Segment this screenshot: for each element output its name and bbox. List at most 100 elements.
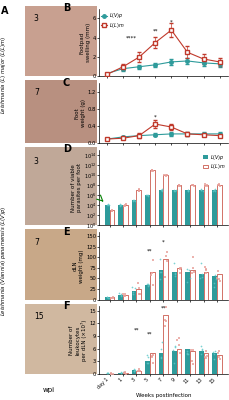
Point <box>190 182 194 188</box>
Point <box>109 294 113 301</box>
Point <box>185 188 189 194</box>
Point <box>159 339 163 345</box>
Point <box>185 351 189 358</box>
Point <box>105 294 109 301</box>
Point <box>137 188 141 194</box>
Point <box>202 354 206 361</box>
Point <box>164 249 168 255</box>
Point <box>106 201 109 207</box>
Text: *: * <box>153 115 156 120</box>
Text: D: D <box>63 144 71 154</box>
Point <box>105 370 109 376</box>
Point <box>159 346 163 353</box>
Point <box>163 253 167 259</box>
Point <box>158 269 162 276</box>
Point <box>123 202 126 209</box>
Point <box>110 208 114 215</box>
Point <box>215 182 219 188</box>
Point <box>111 370 115 377</box>
Text: C: C <box>63 78 70 88</box>
Point <box>185 266 188 273</box>
Point <box>212 272 216 278</box>
Point <box>211 187 215 193</box>
Point <box>215 274 218 281</box>
Point <box>150 352 154 359</box>
Point <box>137 285 141 291</box>
Bar <box>176 185 181 400</box>
Point <box>149 354 153 360</box>
Point <box>211 280 215 286</box>
Bar <box>158 270 163 300</box>
Point <box>150 168 154 174</box>
Point <box>132 366 136 373</box>
Point <box>217 276 220 282</box>
Point <box>197 275 201 282</box>
Point <box>136 290 140 297</box>
Point <box>119 369 123 376</box>
Point <box>136 186 140 193</box>
Point <box>203 266 207 273</box>
Point <box>145 283 149 289</box>
Text: $\it{Leishmania}$ ($\it{L}$) $\it{major}$ ($\it{L(L)m}$): $\it{Leishmania}$ ($\it{L}$) $\it{major}… <box>0 36 8 114</box>
Point <box>185 350 188 356</box>
Bar <box>203 185 207 400</box>
Point <box>199 274 203 280</box>
Bar <box>123 295 127 300</box>
Point <box>123 291 127 298</box>
Point <box>158 187 162 193</box>
Bar <box>104 205 109 400</box>
Point <box>131 368 135 374</box>
Point <box>145 352 148 358</box>
Bar <box>149 353 154 374</box>
Point <box>137 290 141 297</box>
Point <box>171 260 174 266</box>
Bar <box>149 272 154 300</box>
Point <box>217 183 221 190</box>
Point <box>123 202 127 208</box>
Point <box>185 187 189 194</box>
Point <box>212 188 215 194</box>
Point <box>121 291 125 298</box>
Point <box>117 201 121 208</box>
Point <box>185 279 188 285</box>
Text: $\it{Leishmania}$ ($\it{Viannia}$) $\it{panamensis}$ ($\it{L(V)p}$): $\it{Leishmania}$ ($\it{Viannia}$) $\it{… <box>0 206 8 316</box>
Point <box>200 188 204 194</box>
Point <box>204 348 207 354</box>
Point <box>159 186 163 192</box>
Point <box>190 254 194 260</box>
Point <box>164 173 167 180</box>
Point <box>171 346 174 353</box>
Point <box>204 182 207 188</box>
Bar <box>136 190 141 400</box>
Point <box>172 270 176 277</box>
Text: **: ** <box>160 306 165 311</box>
Point <box>186 266 190 273</box>
Point <box>120 369 124 376</box>
Text: F: F <box>63 301 69 311</box>
Point <box>118 370 122 376</box>
Point <box>123 371 127 377</box>
Bar <box>211 353 216 374</box>
Point <box>106 370 109 376</box>
Point <box>123 293 126 299</box>
Bar <box>198 190 203 400</box>
Point <box>212 284 215 290</box>
Point <box>123 369 127 376</box>
Point <box>177 183 181 189</box>
Bar <box>149 170 154 400</box>
Point <box>210 349 214 355</box>
Text: wpi: wpi <box>42 387 54 393</box>
Text: 15: 15 <box>34 312 43 321</box>
Point <box>164 258 168 264</box>
Point <box>216 181 220 188</box>
Point <box>176 182 180 189</box>
Bar <box>185 349 189 374</box>
Point <box>177 265 181 272</box>
Legend: $\it{L(V)p}$, $\it{L(L)m}$: $\it{L(V)p}$, $\it{L(L)m}$ <box>101 11 124 30</box>
Bar <box>158 353 163 374</box>
Bar <box>171 351 176 374</box>
Point <box>150 352 153 359</box>
Point <box>203 355 207 362</box>
Point <box>109 370 113 377</box>
Point <box>211 356 215 363</box>
